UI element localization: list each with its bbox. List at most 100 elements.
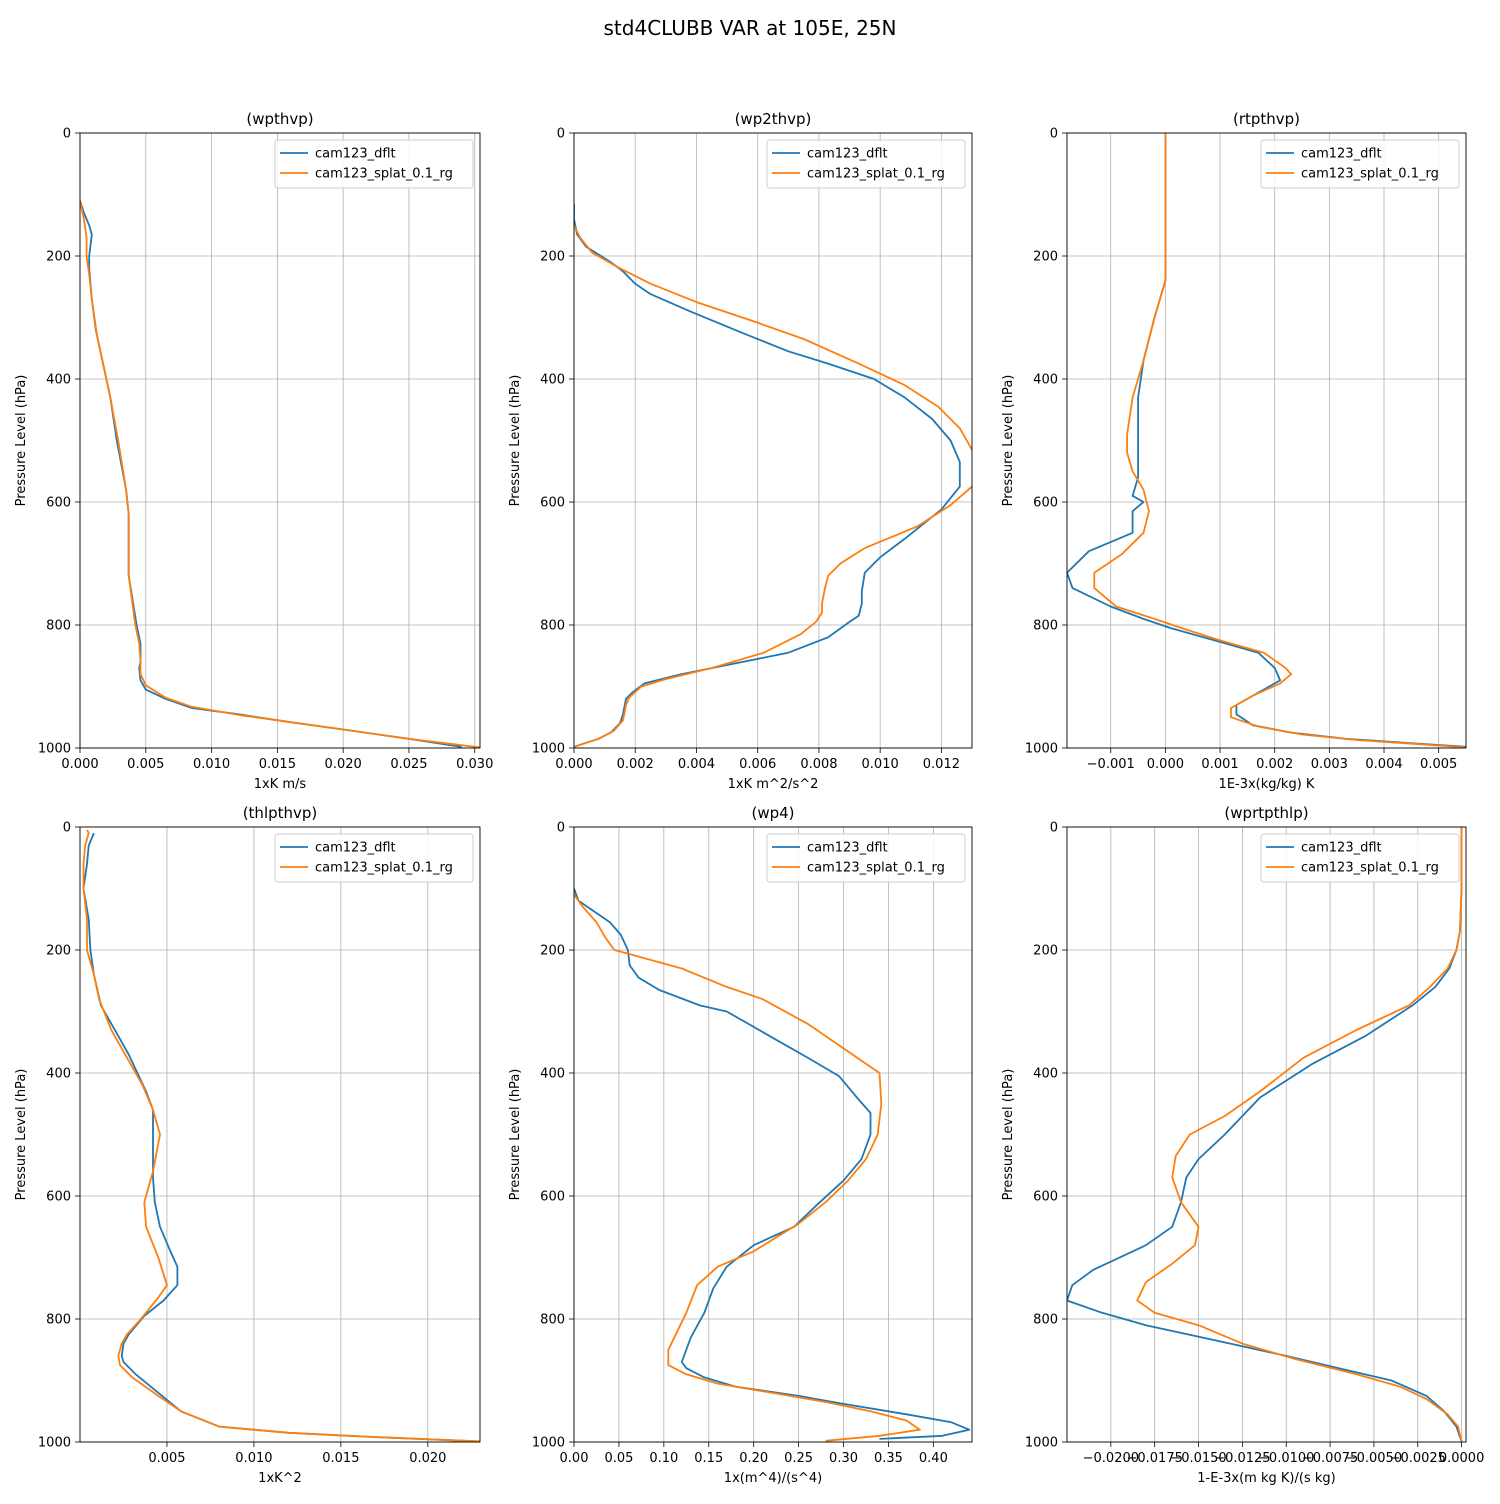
y-tick-label: 1000 xyxy=(38,1436,71,1451)
y-tick-label: 600 xyxy=(540,496,565,511)
x-axis-label: 1E-3x(kg/kg) K xyxy=(1219,777,1315,792)
legend-entry: cam123_dflt xyxy=(1301,841,1382,856)
figure-title: std4CLUBB VAR at 105E, 25N xyxy=(603,16,897,40)
series-line-1 xyxy=(574,203,961,748)
x-tick-label: 0.020 xyxy=(325,757,362,772)
legend-box xyxy=(274,833,474,883)
subplot-title: (thlpthvp) xyxy=(243,804,318,822)
subplot-4: 0.005 0.010 0.015 0.020 0 200 400 600 800 1000 (th… xyxy=(14,804,481,1486)
x-tick-label: 0.003 xyxy=(1311,757,1348,772)
x-tick-label: −0.0025 xyxy=(1390,1451,1446,1466)
y-tick-label: 800 xyxy=(46,1313,71,1328)
y-tick-label: 800 xyxy=(1033,1313,1058,1328)
series-line-2 xyxy=(574,894,921,1442)
subplot-title: (wprtpthlp) xyxy=(1224,804,1308,822)
x-tick-label: −0.0125 xyxy=(1214,1451,1270,1466)
y-tick-label: 400 xyxy=(46,1067,71,1082)
y-tick-label: 800 xyxy=(46,619,71,634)
y-tick-label: 1000 xyxy=(1025,742,1058,757)
axes-frame xyxy=(1066,826,1467,1443)
y-tick-label: 0 xyxy=(557,821,565,836)
x-tick-label: 0.20 xyxy=(739,1451,768,1466)
x-tick-label: 0.000 xyxy=(61,757,98,772)
x-tick-label: 0.020 xyxy=(409,1451,446,1466)
y-tick-label: 1000 xyxy=(38,742,71,757)
x-tick-label: −0.001 xyxy=(1087,757,1135,772)
legend-box xyxy=(766,139,966,189)
x-tick-label: −0.0100 xyxy=(1258,1451,1314,1466)
series-line-1 xyxy=(1067,827,1463,1442)
x-tick-label: 0.0000 xyxy=(1439,1451,1485,1466)
legend: cam123_dflt cam123_splat_0.1_rg xyxy=(766,139,966,189)
axes-frame xyxy=(1066,132,1467,749)
legend-entry: cam123_dflt xyxy=(1301,147,1382,162)
subplot-title: (wp2thvp) xyxy=(735,110,812,128)
y-tick-label: 800 xyxy=(540,619,565,634)
legend: cam123_dflt cam123_splat_0.1_rg xyxy=(1260,139,1460,189)
x-tick-label: 0.025 xyxy=(390,757,427,772)
series-line-2 xyxy=(1136,827,1463,1442)
legend: cam123_dflt cam123_splat_0.1_rg xyxy=(274,139,474,189)
subplot-5: 0.00 0.05 0.10 0.15 0.20 0.25 0.30 0.35 0.40 0 200… xyxy=(508,804,973,1486)
x-tick-label: 0.015 xyxy=(322,1451,359,1466)
series-line-1 xyxy=(80,200,462,748)
x-tick-label: 0.005 xyxy=(127,757,164,772)
series-line-2 xyxy=(1093,133,1466,748)
legend-entry: cam123_dflt xyxy=(315,147,396,162)
x-tick-label: 0.10 xyxy=(649,1451,678,1466)
axes-frame xyxy=(573,132,973,749)
y-tick-label: 400 xyxy=(540,1067,565,1082)
series-line-1 xyxy=(574,888,971,1440)
x-tick-label: −0.0175 xyxy=(1126,1451,1182,1466)
y-tick-label: 0 xyxy=(1050,821,1058,836)
y-tick-label: 400 xyxy=(46,373,71,388)
x-tick-label: 0.000 xyxy=(555,757,592,772)
subplot-6: −0.0200−0.0175−0.0150−0.0125−0.0100−0.00… xyxy=(1001,804,1484,1486)
x-axis-label: 1xK^2 xyxy=(258,1471,302,1486)
series-line-2 xyxy=(80,200,480,748)
legend: cam123_dflt cam123_splat_0.1_rg xyxy=(766,833,966,883)
y-tick-label: 800 xyxy=(540,1313,565,1328)
x-axis-label: 1x(m^4)/(s^4) xyxy=(724,1471,822,1486)
y-tick-label: 0 xyxy=(63,821,71,836)
x-tick-label: 0.006 xyxy=(739,757,776,772)
x-tick-label: −0.0050 xyxy=(1346,1451,1402,1466)
y-tick-label: 1000 xyxy=(532,742,565,757)
legend-entry: cam123_dflt xyxy=(315,841,396,856)
legend-entry: cam123_dflt xyxy=(807,147,888,162)
y-tick-label: 800 xyxy=(1033,619,1058,634)
x-tick-label: 0.35 xyxy=(874,1451,903,1466)
x-tick-label: 0.40 xyxy=(919,1451,948,1466)
x-tick-label: 0.00 xyxy=(560,1451,589,1466)
subplot-title: (rtpthvp) xyxy=(1233,110,1300,128)
y-tick-label: 1000 xyxy=(1025,1436,1058,1451)
y-tick-label: 200 xyxy=(1033,250,1058,265)
y-axis-label: Pressure Level (hPa) xyxy=(508,375,523,507)
x-tick-label: 0.25 xyxy=(784,1451,813,1466)
x-tick-label: 0.030 xyxy=(456,757,493,772)
x-tick-label: 0.002 xyxy=(1256,757,1293,772)
legend-entry: cam123_splat_0.1_rg xyxy=(1301,167,1439,182)
axes-frame xyxy=(573,826,973,1443)
legend-entry: cam123_splat_0.1_rg xyxy=(807,861,945,876)
y-tick-label: 600 xyxy=(46,496,71,511)
legend-box xyxy=(1260,139,1460,189)
y-axis-label: Pressure Level (hPa) xyxy=(1001,1069,1016,1201)
y-axis-label: Pressure Level (hPa) xyxy=(14,375,29,507)
series-line-2 xyxy=(82,829,480,1442)
subplot-2: 0.000 0.002 0.004 0.006 0.008 0.010 0.012 0 200 4… xyxy=(508,110,973,792)
legend-entry: cam123_splat_0.1_rg xyxy=(315,167,453,182)
x-tick-label: −0.0150 xyxy=(1170,1451,1226,1466)
subplot-1: 0.000 0.005 0.010 0.015 0.020 0.025 0.030 0 200 4… xyxy=(14,110,493,792)
y-tick-label: 200 xyxy=(540,250,565,265)
x-tick-label: 0.010 xyxy=(235,1451,272,1466)
subplot-3: −0.001 0.000 0.001 0.002 0.003 0.004 0.005 0 200… xyxy=(1001,110,1467,792)
y-axis-label: Pressure Level (hPa) xyxy=(508,1069,523,1201)
x-tick-label: 0.005 xyxy=(148,1451,185,1466)
legend-entry: cam123_splat_0.1_rg xyxy=(315,861,453,876)
y-tick-label: 600 xyxy=(46,1190,71,1205)
x-tick-label: 0.004 xyxy=(678,757,715,772)
y-tick-label: 400 xyxy=(540,373,565,388)
